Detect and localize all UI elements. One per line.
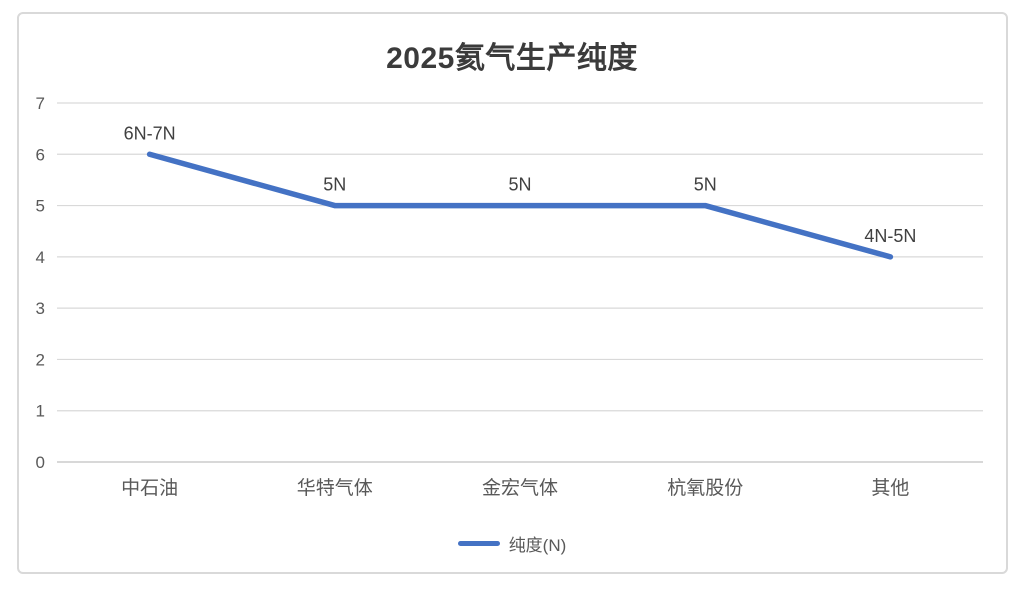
y-tick-label: 6 <box>36 145 45 164</box>
y-tick-label: 5 <box>36 197 45 216</box>
legend-label: 纯度(N) <box>508 536 567 555</box>
y-tick-label: 1 <box>36 402 45 421</box>
data-point-label: 6N-7N <box>124 123 176 143</box>
x-category-label: 中石油 <box>121 477 178 499</box>
y-tick-label: 0 <box>36 453 45 472</box>
chart-container <box>17 12 1008 574</box>
series-line-purity <box>146 151 894 260</box>
x-category-label: 华特气体 <box>297 477 373 499</box>
y-tick-label: 4 <box>36 248 45 267</box>
x-category-label: 金宏气体 <box>482 477 558 499</box>
data-point-label: 5N <box>694 175 717 195</box>
y-tick-label: 3 <box>36 299 45 318</box>
data-point-label: 5N <box>323 175 346 195</box>
data-point-label: 4N-5N <box>864 226 916 246</box>
data-point-label: 5N <box>508 175 531 195</box>
chart-title: 2025氦气生产纯度 <box>386 42 638 75</box>
y-tick-label: 7 <box>36 94 45 113</box>
x-category-label: 杭氧股份 <box>667 477 743 499</box>
legend: 纯度(N) <box>0 531 1024 556</box>
x-category-label: 其他 <box>871 477 909 499</box>
legend-line-swatch <box>457 541 500 546</box>
y-tick-label: 2 <box>36 350 45 369</box>
